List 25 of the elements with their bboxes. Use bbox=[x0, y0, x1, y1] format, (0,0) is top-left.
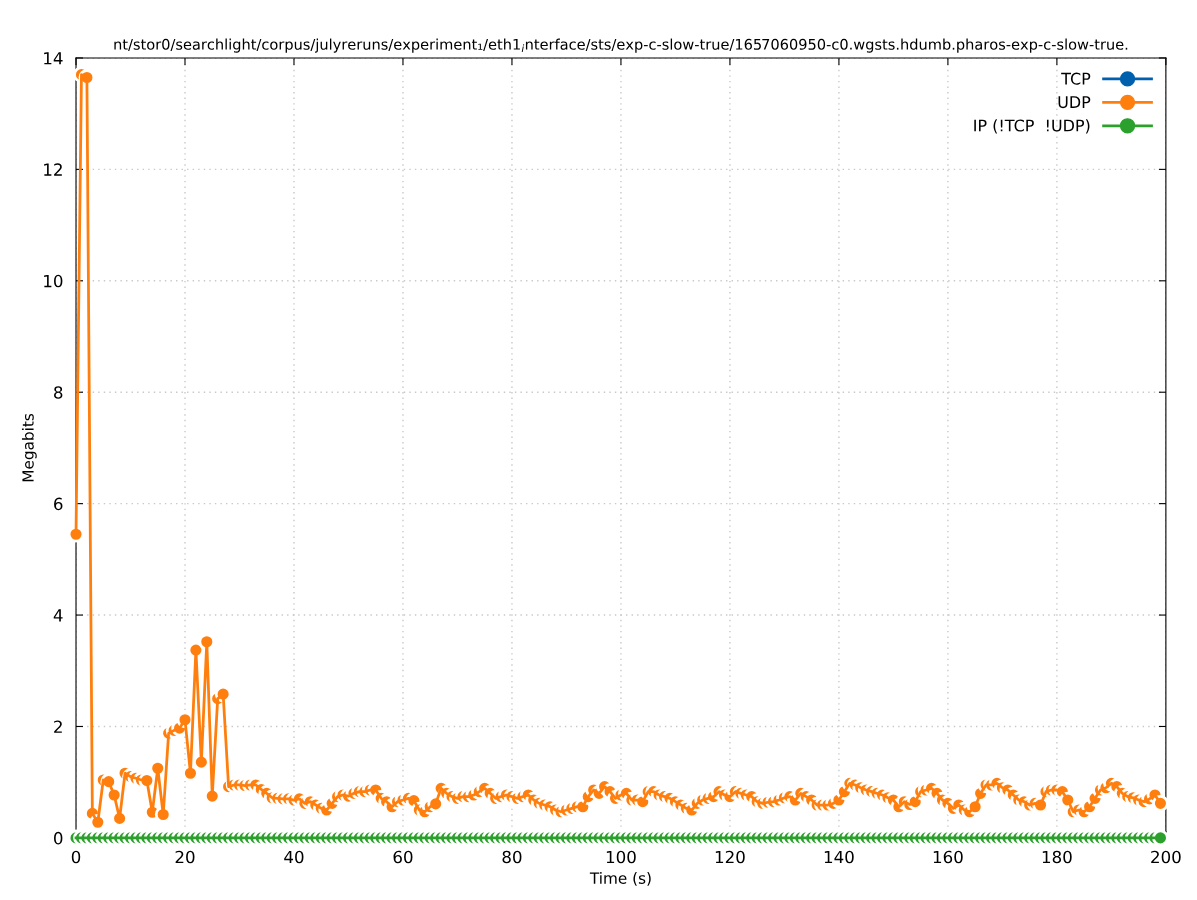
y-tick-label: 10 bbox=[44, 274, 63, 288]
legend-label: TCP bbox=[1061, 72, 1091, 85]
x-tick-label: 140 bbox=[824, 850, 854, 864]
x-tick-label: 0 bbox=[71, 850, 81, 864]
x-tick-label: 120 bbox=[715, 850, 745, 864]
y-tick-label: 6 bbox=[54, 497, 63, 511]
y-tick-label: 14 bbox=[44, 52, 63, 65]
x-tick-label: 180 bbox=[1042, 850, 1072, 864]
x-tick-label: 160 bbox=[933, 850, 963, 864]
x-tick-label: 100 bbox=[606, 850, 636, 864]
legend-label: UDP bbox=[1058, 96, 1091, 109]
y-tick-label: 8 bbox=[54, 386, 63, 399]
x-tick-label: 40 bbox=[284, 850, 304, 864]
y-axis-title: Megabits bbox=[21, 413, 37, 482]
y-tick-label: 0 bbox=[54, 831, 63, 845]
y-tick-label: 2 bbox=[54, 720, 62, 733]
x-axis-title: Time (s) bbox=[589, 872, 651, 886]
x-tick-label: 200 bbox=[1151, 850, 1181, 864]
x-tick-label: 20 bbox=[175, 850, 195, 864]
x-tick-label: 60 bbox=[393, 850, 413, 864]
y-tick-label: 12 bbox=[44, 163, 62, 176]
x-tick-label: 80 bbox=[502, 850, 522, 864]
legend-label: IP (!TCP !UDP) bbox=[974, 119, 1090, 134]
chart-title: nt/stor0/searchlight/corpus/julyreruns/experiment₁/eth1$_{i}$nterface/sts/exp-c-slow-true/1657060950-c0.wgsts.hdumb.pharos-exp-c-slow-true. bbox=[114, 38, 1128, 53]
y-tick-label: 4 bbox=[53, 609, 63, 622]
